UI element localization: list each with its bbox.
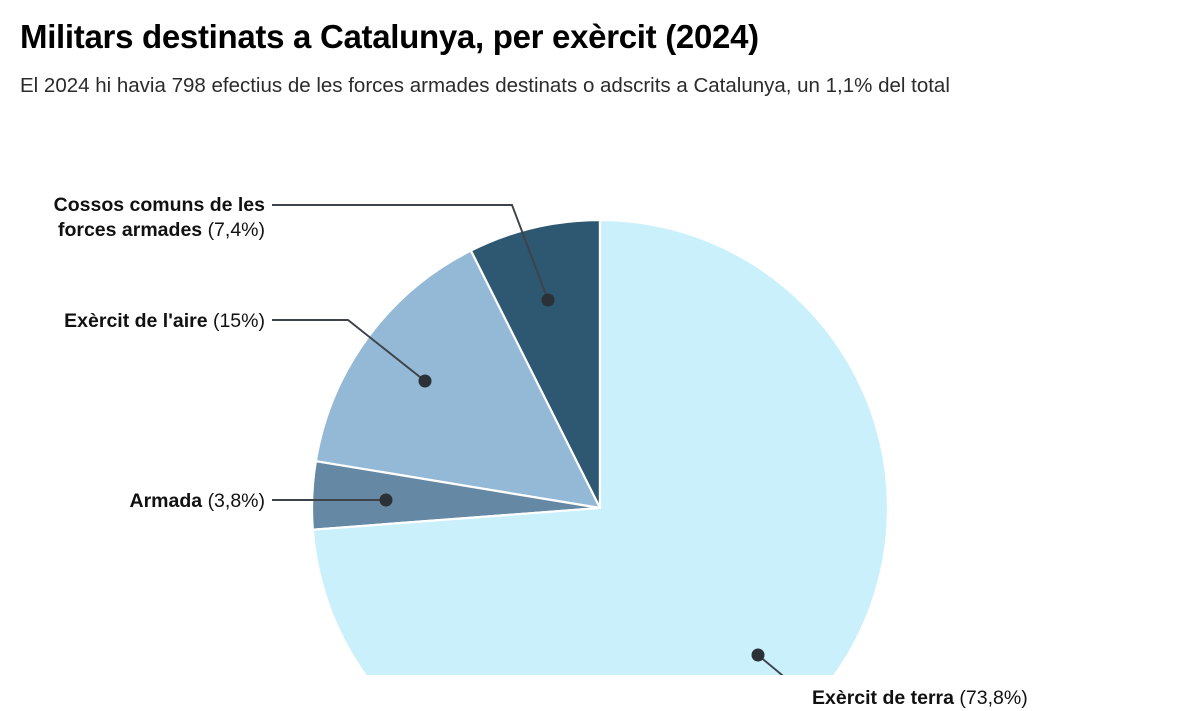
leader-line-exercit-aire <box>272 319 426 382</box>
pie-graphic <box>272 204 890 675</box>
leader-dot-cossos-comuns <box>541 293 555 307</box>
slice-label-exercit-terra-pct: (73,8%) <box>959 687 1028 709</box>
slice-label-exercit-aire-pct: (15%) <box>212 310 265 332</box>
leader-line-cossos-comuns <box>272 204 549 301</box>
slice-label-cossos-comuns-pct: (7,4%) <box>207 218 265 241</box>
slice-label-exercit-terra-name: Exèrcit de terra <box>812 687 954 709</box>
chart-subtitle: El 2024 hi havia 798 efectius de les for… <box>20 73 950 97</box>
leader-line-exercit-terra <box>757 654 784 675</box>
pie-leader-lines <box>272 204 784 675</box>
slice-label-exercit-terra: Exèrcit de terra (73,8%) <box>812 686 1172 711</box>
slice-label-armada-name: Armada <box>129 490 203 512</box>
pie-slice[interactable] <box>469 218 602 510</box>
leader-dot-exercit-aire <box>418 374 432 388</box>
pie-slice[interactable] <box>311 218 890 675</box>
leader-dot-exercit-terra <box>751 648 765 662</box>
chart-header: Militars destinats a Catalunya, per exèr… <box>20 18 1185 100</box>
slice-label-cossos-comuns-name-line2: forces armades <box>57 218 203 241</box>
page-title: Militars destinats a Catalunya, per exèr… <box>20 18 759 55</box>
pie-slices <box>310 218 890 675</box>
leader-dot-armada <box>379 493 393 507</box>
slice-label-exercit-aire: Exèrcit de l'aire (15%) <box>20 309 265 334</box>
slice-label-armada: Armada (3,8%) <box>20 489 265 514</box>
pie-chart-figure: Militars destinats a Catalunya, per exèr… <box>20 18 1185 709</box>
slice-label-cossos-comuns-name-line1: Cossos comuns de les <box>53 194 265 216</box>
slice-label-exercit-aire-name: Exèrcit de l'aire <box>64 310 208 332</box>
slice-label-cossos-comuns: Cossos comuns de les forces armades (7,4… <box>20 193 265 243</box>
slice-label-armada-pct: (3,8%) <box>207 490 265 512</box>
pie-slice[interactable] <box>314 249 602 510</box>
